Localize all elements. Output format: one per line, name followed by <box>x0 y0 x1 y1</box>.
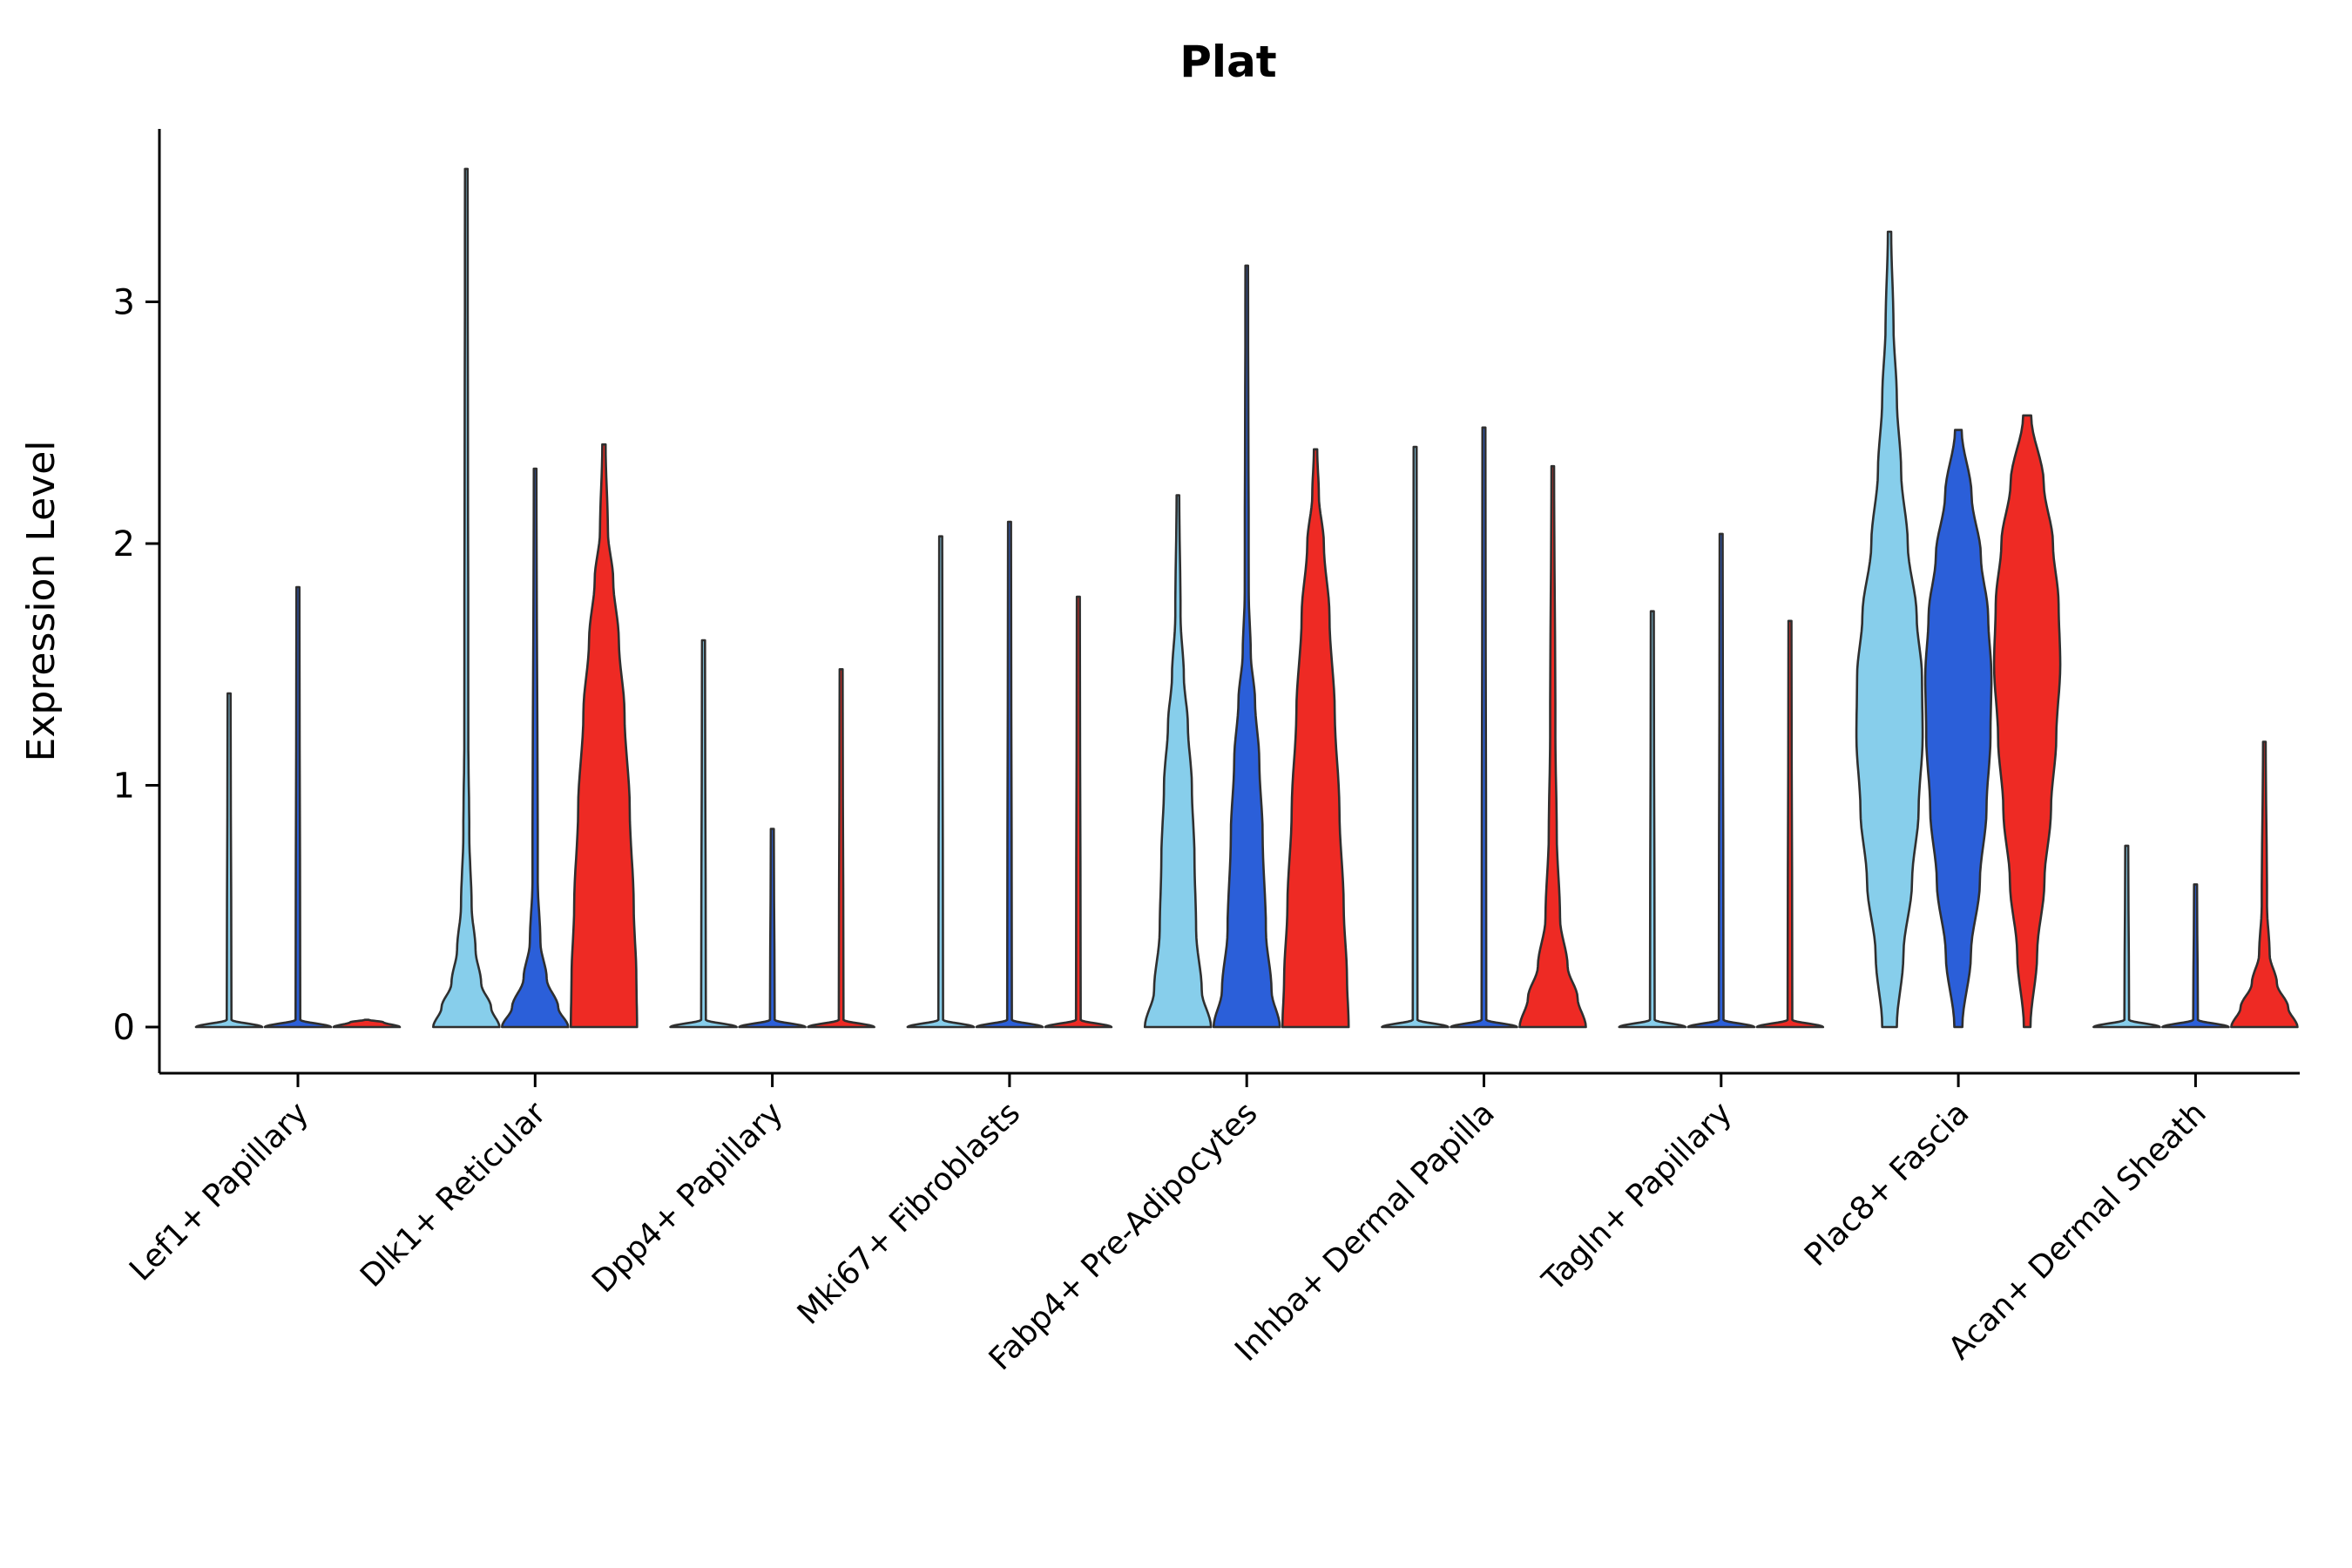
x-tick-label: Mki67+ Fibroblasts <box>791 1095 1027 1331</box>
violin <box>1044 595 1113 1029</box>
x-tick-label: Dpp4+ Papillary <box>585 1095 790 1300</box>
violin <box>263 585 333 1029</box>
x-tick-label: Plac8+ Fascia <box>1798 1095 1976 1273</box>
chart-title: Plat <box>1179 37 1276 87</box>
violin <box>906 535 976 1029</box>
violin <box>1618 610 1687 1029</box>
violin <box>1450 426 1518 1029</box>
violin <box>1923 429 1993 1029</box>
x-tick-label: Fabp4+ Pre-Adipocytes <box>983 1095 1265 1377</box>
violin <box>1518 464 1587 1029</box>
violin <box>1755 619 1825 1029</box>
axes-layer <box>158 129 2300 1075</box>
violin <box>1143 494 1213 1029</box>
y-axis-label: Expression Level <box>19 441 64 762</box>
violin <box>669 639 738 1029</box>
violin <box>1212 264 1281 1029</box>
violin <box>2230 740 2299 1029</box>
x-tick-label: Inhba+ Dermal Papilla <box>1228 1095 1502 1369</box>
y-tick-label: 2 <box>113 524 135 564</box>
violin <box>194 692 264 1029</box>
violin <box>1855 230 1924 1029</box>
violin <box>738 828 807 1029</box>
violin <box>1281 448 1350 1029</box>
violins-layer <box>194 167 2299 1029</box>
x-tick-label: Tagln+ Papillary <box>1535 1095 1739 1299</box>
y-tick-label: 3 <box>113 283 135 323</box>
violin <box>807 668 875 1029</box>
violin <box>501 467 570 1029</box>
y-tick-label: 0 <box>113 1008 135 1048</box>
violin <box>2092 844 2161 1029</box>
violin <box>570 443 639 1029</box>
violin <box>1992 414 2062 1029</box>
violin <box>332 1018 402 1029</box>
violin <box>975 520 1044 1029</box>
x-tick-label: Dlk1+ Reticular <box>354 1095 553 1294</box>
x-tick-label: Acan+ Dermal Sheath <box>1942 1095 2213 1367</box>
y-tick-label: 1 <box>113 767 135 807</box>
x-tick-label: Lef1+ Papillary <box>123 1095 315 1288</box>
violin <box>1381 445 1450 1029</box>
violin <box>1686 532 1756 1029</box>
violin <box>432 167 501 1029</box>
violin <box>2161 883 2230 1029</box>
